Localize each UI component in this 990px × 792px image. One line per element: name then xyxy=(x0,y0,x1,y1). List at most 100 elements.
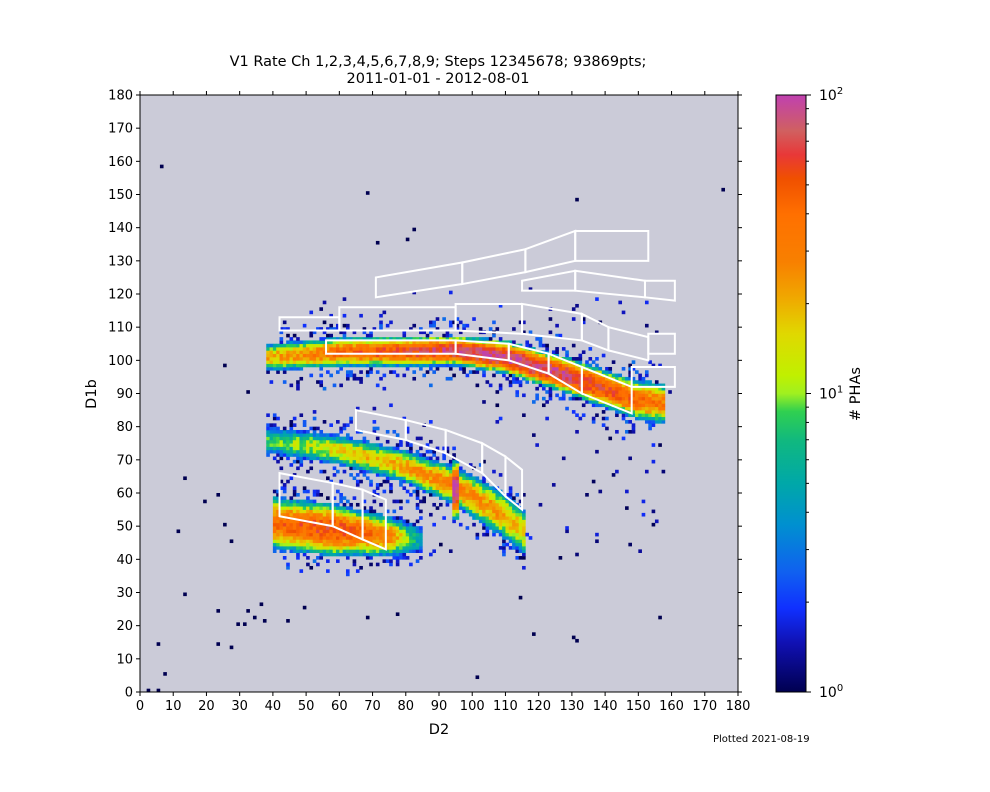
heatmap-cell xyxy=(621,436,626,441)
heatmap-cell xyxy=(611,390,616,394)
heatmap-cell xyxy=(452,463,456,467)
heatmap-cell xyxy=(272,357,277,361)
heatmap-cell xyxy=(362,473,367,477)
heatmap-cell xyxy=(419,366,423,371)
heatmap-cell xyxy=(365,350,370,354)
heatmap-cell xyxy=(538,343,543,348)
heatmap-cell xyxy=(578,393,583,398)
heatmap-cell xyxy=(375,539,380,544)
heatmap-cell xyxy=(432,323,436,328)
heatmap-cell xyxy=(419,453,423,457)
heatmap-cell xyxy=(575,380,579,384)
heatmap-cell xyxy=(571,383,576,388)
heatmap-cell xyxy=(555,386,559,391)
heatmap-cell xyxy=(631,380,636,384)
heatmap-cell xyxy=(485,512,490,517)
heatmap-cell xyxy=(365,463,370,467)
heatmap-cell xyxy=(518,546,523,550)
heatmap-cell xyxy=(292,489,297,494)
heatmap-cell xyxy=(319,546,324,550)
heatmap-cell xyxy=(492,522,496,527)
heatmap-cell xyxy=(282,502,287,507)
heatmap-cell xyxy=(302,343,307,348)
heatmap-cell xyxy=(452,486,456,490)
heatmap-cell xyxy=(502,363,506,368)
heatmap-cell xyxy=(382,539,387,544)
heatmap-cell xyxy=(339,446,343,451)
heatmap-cell xyxy=(445,376,450,381)
heatmap-cell xyxy=(395,532,400,537)
heatmap-cell xyxy=(528,330,533,335)
heatmap-cell xyxy=(326,350,330,354)
heatmap-cell xyxy=(409,532,413,537)
heatmap-cell xyxy=(339,512,343,517)
heatmap-cell xyxy=(435,483,440,487)
heatmap-cell xyxy=(412,469,417,474)
heatmap-cell xyxy=(422,330,427,335)
heatmap-cell xyxy=(392,516,397,520)
heatmap-cell xyxy=(319,516,324,520)
heatmap-cell xyxy=(355,357,360,361)
heatmap-cell xyxy=(276,370,280,374)
heatmap-cell xyxy=(482,476,486,481)
heatmap-cell xyxy=(276,416,280,421)
heatmap-cell xyxy=(332,516,337,520)
heatmap-cell xyxy=(532,357,536,361)
heatmap-cell xyxy=(322,539,327,544)
heatmap-cell xyxy=(269,350,274,354)
heatmap-cell xyxy=(302,549,307,553)
heatmap-cell xyxy=(508,350,513,354)
heatmap-cell xyxy=(419,436,423,441)
heatmap-cell xyxy=(448,350,453,354)
heatmap-cell xyxy=(615,429,619,434)
heatmap-cell xyxy=(379,542,383,547)
x-axis-label: D2 xyxy=(429,722,449,738)
heatmap-cell xyxy=(349,446,353,451)
heatmap-cell xyxy=(625,380,629,384)
heatmap-cell xyxy=(532,632,536,636)
heatmap-cell xyxy=(286,436,290,441)
heatmap-cell xyxy=(415,483,420,487)
heatmap-cell xyxy=(326,476,330,481)
heatmap-cell xyxy=(458,506,463,510)
heatmap-cell xyxy=(329,360,333,364)
heatmap-cell xyxy=(342,456,347,461)
heatmap-cell xyxy=(488,343,493,348)
heatmap-cell xyxy=(322,357,327,361)
heatmap-cell xyxy=(372,337,377,341)
heatmap-cell xyxy=(595,386,599,391)
heatmap-cell xyxy=(419,363,423,368)
heatmap-cell xyxy=(485,516,490,520)
heatmap-cell xyxy=(342,333,347,338)
heatmap-cell xyxy=(518,360,523,364)
heatmap-cell xyxy=(448,486,453,490)
heatmap-cell xyxy=(379,343,383,348)
heatmap-cell xyxy=(269,347,274,351)
heatmap-cell xyxy=(329,542,333,547)
heatmap-cell xyxy=(485,526,490,530)
heatmap-cell xyxy=(462,347,466,351)
heatmap-cell xyxy=(316,340,320,345)
heatmap-cell xyxy=(412,539,417,544)
heatmap-cell xyxy=(399,522,403,527)
heatmap-cell xyxy=(276,529,280,534)
heatmap-cell xyxy=(429,343,433,348)
heatmap-cell xyxy=(276,519,280,524)
heatmap-cell xyxy=(375,240,380,245)
heatmap-cell xyxy=(654,380,659,384)
heatmap-cell xyxy=(585,380,589,384)
heatmap-cell xyxy=(355,449,360,454)
heatmap-cell xyxy=(375,446,380,451)
heatmap-cell xyxy=(332,449,337,454)
heatmap-cell xyxy=(419,466,423,471)
heatmap-cell xyxy=(462,357,466,361)
heatmap-cell xyxy=(429,357,433,361)
heatmap-cell xyxy=(435,363,440,368)
x-tick-label: 10 xyxy=(165,699,182,714)
heatmap-cell xyxy=(495,370,500,374)
heatmap-cell xyxy=(578,416,583,421)
heatmap-cell xyxy=(309,459,314,464)
heatmap-cell xyxy=(571,376,576,381)
heatmap-cell xyxy=(445,479,450,484)
heatmap-cell xyxy=(332,343,337,348)
